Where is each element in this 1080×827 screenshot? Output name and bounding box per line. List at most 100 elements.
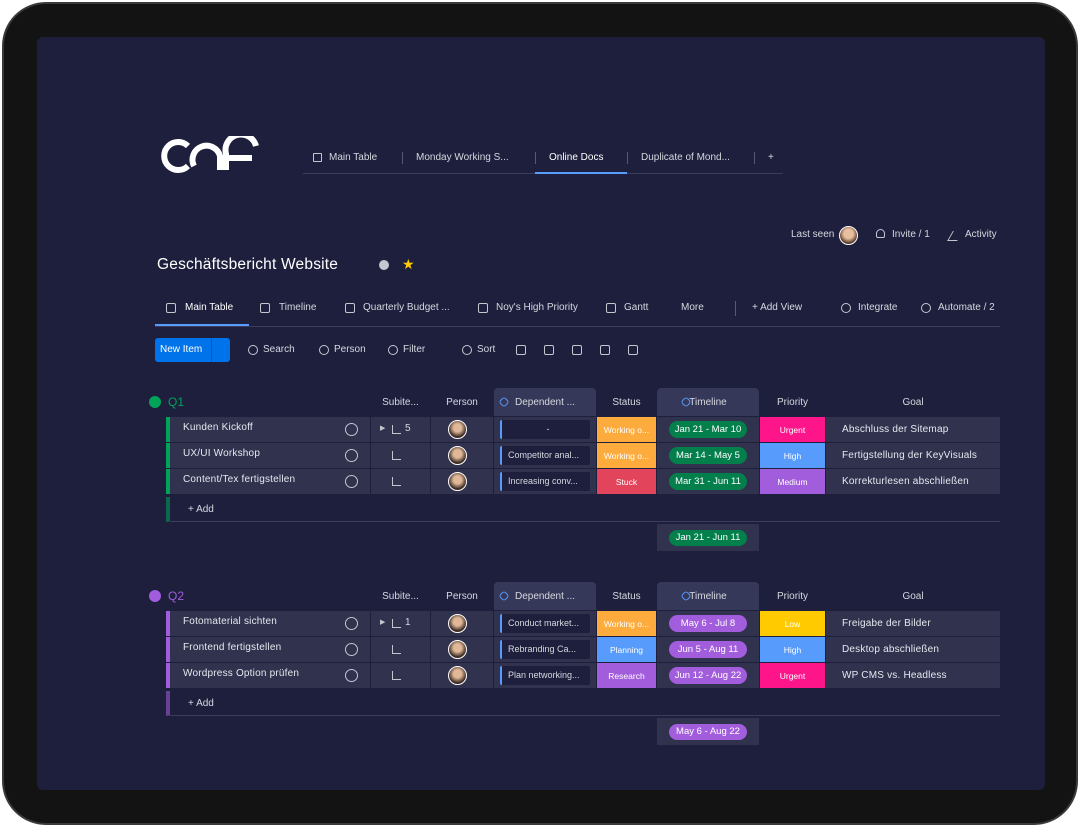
summary-label: May 6 - Aug 22 [676, 726, 740, 737]
status-cell[interactable] [597, 469, 656, 494]
view-active-underline [155, 324, 249, 326]
tool[interactable]: Filter [403, 344, 426, 355]
status-cell[interactable] [597, 443, 656, 468]
view-action[interactable]: Automate / 2 [938, 302, 995, 313]
view-tab[interactable]: Gantt [624, 302, 649, 313]
dependent-item[interactable] [500, 472, 590, 491]
add-item[interactable]: + Add [188, 504, 214, 515]
tool[interactable]: Search [263, 344, 295, 355]
item-cell [166, 469, 370, 494]
tool-icon [248, 345, 258, 355]
update-icon[interactable] [345, 669, 358, 682]
status-label: Research [608, 671, 645, 681]
timeline-pill[interactable] [669, 421, 747, 438]
expand-arrow[interactable]: ▶ [380, 619, 386, 626]
priority-cell[interactable] [760, 443, 825, 468]
item-name[interactable]: Frontend fertigstellen [183, 642, 282, 653]
view-tab[interactable]: Main Table [185, 302, 234, 313]
activity[interactable]: Activity [965, 229, 997, 240]
priority-cell[interactable] [760, 417, 825, 442]
view-tab[interactable]: Timeline [279, 302, 317, 313]
priority-cell[interactable] [760, 663, 825, 688]
tab[interactable]: Duplicate of Mond... [641, 152, 730, 163]
avatar [839, 226, 858, 245]
subitems-icon [392, 619, 401, 628]
item-name[interactable]: Wordpress Option prüfen [183, 668, 300, 679]
timeline-pill[interactable] [669, 641, 747, 658]
view-separator [735, 301, 736, 316]
logo [161, 136, 259, 173]
subitems-count: 1 [405, 617, 411, 628]
timeline-pill[interactable] [669, 447, 747, 464]
column-header: Priority [776, 591, 809, 602]
expand-arrow[interactable]: ▶ [380, 425, 386, 432]
update-icon[interactable] [345, 643, 358, 656]
tab[interactable]: + [768, 152, 774, 163]
tab-separator [754, 152, 755, 164]
tab-separator [535, 152, 536, 164]
goal-cell [826, 611, 1000, 636]
avatar [448, 446, 467, 465]
invite[interactable]: Invite / 1 [892, 229, 930, 240]
add-row [166, 497, 1000, 522]
goal-text: Korrekturlesen abschließen [842, 476, 969, 487]
tab[interactable]: Main Table [329, 152, 378, 163]
group-name[interactable]: Q2 [168, 589, 185, 603]
status-cell[interactable] [597, 637, 656, 662]
status-cell[interactable] [597, 611, 656, 636]
add-row [166, 691, 1000, 716]
update-icon[interactable] [345, 617, 358, 630]
tab-active-underline [535, 172, 627, 174]
update-icon[interactable] [345, 449, 358, 462]
priority-cell[interactable] [760, 469, 825, 494]
status-cell[interactable] [597, 417, 656, 442]
group-toggle[interactable] [149, 396, 161, 408]
subitems-cell [371, 637, 430, 662]
view-action[interactable]: Integrate [858, 302, 898, 313]
update-icon[interactable] [345, 475, 358, 488]
tool[interactable]: Sort [477, 344, 496, 355]
view-tab[interactable]: More [681, 302, 704, 313]
group-name[interactable]: Q1 [168, 395, 185, 409]
status-label: Stuck [615, 477, 638, 487]
timeline-label: Jun 5 - Aug 11 [677, 644, 739, 655]
add-item[interactable]: + Add [188, 698, 214, 709]
view-tab[interactable]: Noy's High Priority [496, 302, 578, 313]
group-toggle[interactable] [149, 590, 161, 602]
item-name[interactable]: Kunden Kickoff [183, 422, 253, 433]
dependent-item[interactable] [500, 614, 590, 633]
view-tab[interactable]: + Add View [752, 302, 803, 313]
summary-pill [669, 724, 747, 740]
subitems-icon [392, 425, 401, 434]
subitems-icon [392, 645, 401, 654]
priority-label: Medium [777, 477, 808, 487]
subitems-cell [371, 611, 430, 636]
tool[interactable]: Person [334, 344, 366, 355]
priority-cell[interactable] [760, 611, 825, 636]
tab[interactable]: Monday Working S... [416, 152, 509, 163]
dependent-item[interactable] [500, 420, 590, 439]
tab[interactable]: Online Docs [549, 152, 604, 163]
tool-icon [319, 345, 329, 355]
views-line [155, 326, 1000, 327]
timeline-pill[interactable] [669, 615, 747, 632]
status-cell[interactable] [597, 663, 656, 688]
dependent-item[interactable] [500, 640, 590, 659]
dependent-item[interactable] [500, 666, 590, 685]
subitems-count: 5 [405, 423, 411, 434]
item-name[interactable]: Content/Tex fertigstellen [183, 474, 296, 485]
goal-text: WP CMS vs. Headless [842, 670, 947, 681]
timeline-pill[interactable] [669, 473, 747, 490]
item-name[interactable]: UX/UI Workshop [183, 448, 261, 459]
item-name[interactable]: Fotomaterial sichten [183, 616, 278, 627]
dependent-item[interactable] [500, 446, 590, 465]
new-item-button[interactable] [155, 338, 230, 362]
item-cell [166, 663, 370, 688]
view-tab[interactable]: Quarterly Budget ... [363, 302, 450, 313]
add-row-shade [166, 497, 170, 522]
timeline-pill[interactable] [669, 667, 747, 684]
new-item[interactable]: New Item [160, 344, 203, 355]
update-icon[interactable] [345, 423, 358, 436]
priority-cell[interactable] [760, 637, 825, 662]
